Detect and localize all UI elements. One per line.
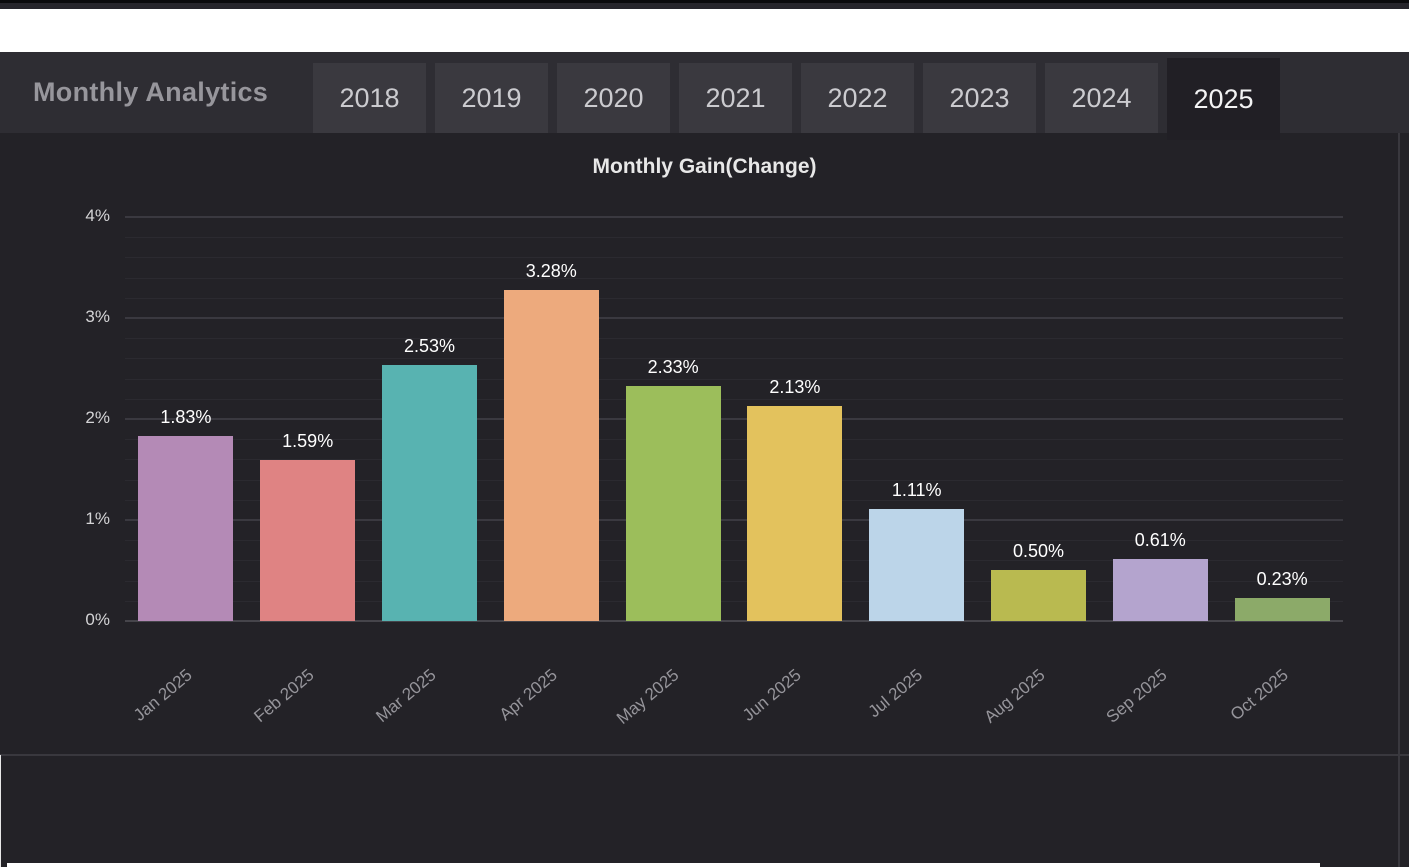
top-edge-bar [0,0,1409,9]
bar-value-label: 2.33% [647,357,699,377]
bar-value-label: 1.59% [282,431,334,451]
x-tick-label: Sep 2025 [1102,665,1171,727]
y-tick-label: 2% [85,408,110,427]
tab-2022[interactable]: 2022 [801,63,914,133]
tab-2019[interactable]: 2019 [435,63,548,133]
bar [503,290,599,621]
x-tick-label: May 2025 [613,665,683,728]
bar-value-label: 2.53% [403,336,456,356]
x-axis-line [125,620,1343,622]
y-tick-label: 4% [85,206,110,225]
bottom-page-gap [7,863,1320,867]
x-tick-label: Mar 2025 [372,665,440,727]
minor-gridline [125,398,1343,400]
major-gridline [125,519,1343,521]
x-tick-label: Apr 2025 [496,665,562,725]
bar-value-label: 2.13% [769,377,821,397]
x-tick-label: Oct 2025 [1226,665,1292,725]
minor-gridline [125,378,1343,380]
y-tick-label: 0% [85,610,110,629]
minor-gridline [125,479,1343,481]
minor-gridline [125,439,1343,441]
minor-gridline [125,358,1343,360]
y-tick-label: 3% [85,307,110,326]
left-edge-line [0,755,1,867]
tab-2024[interactable]: 2024 [1045,63,1158,133]
chart-title: Monthly Gain(Change) [592,155,817,178]
x-tick-label: Feb 2025 [250,665,318,727]
year-tabs: 2018 2019 2020 2021 2022 2023 2024 2025 [313,58,1280,145]
tab-2025[interactable]: 2025 [1167,58,1280,140]
bar-value-label: 0.23% [1256,569,1308,589]
minor-gridline [125,257,1343,259]
minor-gridline [125,600,1343,602]
minor-gridline [125,338,1343,340]
bar [991,570,1086,621]
bar [869,509,965,621]
bar [382,365,477,621]
tab-2020[interactable]: 2020 [557,63,670,133]
bar-value-label: 0.50% [1012,541,1065,561]
minor-gridline [125,277,1343,279]
bar [1234,598,1330,621]
right-edge-line [1398,133,1400,867]
tab-2023[interactable]: 2023 [923,63,1036,133]
x-tick-label: Jun 2025 [738,665,805,725]
minor-gridline [125,580,1343,582]
minor-gridline [125,540,1343,542]
tab-2018[interactable]: 2018 [313,63,426,133]
bar [138,436,234,621]
bar [1112,559,1208,621]
y-tick-label: 1% [85,509,110,528]
bar-value-label: 1.83% [160,407,212,427]
x-tick-label: Jan 2025 [129,665,196,725]
panel-divider [0,754,1409,756]
major-gridline [125,418,1343,420]
bar-value-label: 1.11% [891,480,942,500]
bar-value-label: 3.28% [525,261,577,281]
bar [625,386,721,621]
minor-gridline [125,237,1343,239]
bar [747,406,843,621]
major-gridline [125,216,1343,218]
minor-gridline [125,499,1343,501]
x-tick-label: Aug 2025 [980,665,1049,727]
minor-gridline [125,459,1343,461]
page-title: Monthly Analytics [33,77,269,107]
major-gridline [125,317,1343,319]
bar-value-label: 0.61% [1134,530,1186,550]
x-tick-label: Jul 2025 [865,665,927,722]
minor-gridline [125,297,1343,299]
tab-2021[interactable]: 2021 [679,63,792,133]
minor-gridline [125,560,1343,562]
bar [260,460,356,621]
